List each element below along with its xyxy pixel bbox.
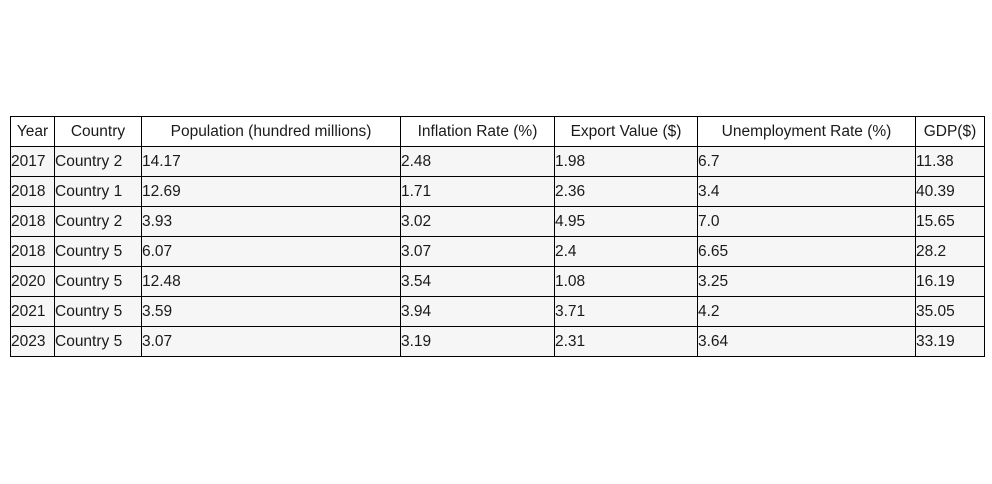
table-cell: 11.38 xyxy=(915,146,985,177)
table-cell: 33.19 xyxy=(915,326,985,357)
table-cell: 35.05 xyxy=(915,296,985,327)
table-cell: 3.07 xyxy=(141,326,401,357)
header-row: Year Country Population (hundred millions)… xyxy=(10,116,985,147)
table-cell: 40.39 xyxy=(915,176,985,207)
table-cell: 2018 xyxy=(10,176,55,207)
column-header: Year xyxy=(10,116,55,147)
table-cell: 4.95 xyxy=(554,206,698,237)
table-cell: 3.07 xyxy=(400,236,555,267)
column-header: Country xyxy=(54,116,142,147)
table-row: 2017 Country 2 14.17 2.48 1.98 6.7 11.38 xyxy=(10,146,985,177)
table-cell: 12.48 xyxy=(141,266,401,297)
table-cell: 2021 xyxy=(10,296,55,327)
table-cell: 3.02 xyxy=(400,206,555,237)
table-cell: 6.07 xyxy=(141,236,401,267)
table-cell: 2023 xyxy=(10,326,55,357)
table-cell: Country 5 xyxy=(54,266,142,297)
table-cell: Country 2 xyxy=(54,206,142,237)
table-cell: 3.4 xyxy=(697,176,916,207)
table-cell: 12.69 xyxy=(141,176,401,207)
table-cell: 1.98 xyxy=(554,146,698,177)
column-header: GDP($) xyxy=(915,116,985,147)
table-cell: 28.2 xyxy=(915,236,985,267)
table-row: 2018 Country 5 6.07 3.07 2.4 6.65 28.2 xyxy=(10,236,985,267)
table-row: 2023 Country 5 3.07 3.19 2.31 3.64 33.19 xyxy=(10,326,985,357)
table-cell: 2020 xyxy=(10,266,55,297)
table-cell: Country 5 xyxy=(54,236,142,267)
table-cell: 3.93 xyxy=(141,206,401,237)
table-cell: 3.54 xyxy=(400,266,555,297)
column-header: Export Value ($) xyxy=(554,116,698,147)
table-cell: 14.17 xyxy=(141,146,401,177)
table-cell: 16.19 xyxy=(915,266,985,297)
table-cell: 2018 xyxy=(10,206,55,237)
table-cell: 2017 xyxy=(10,146,55,177)
table-cell: Country 2 xyxy=(54,146,142,177)
table-cell: 3.25 xyxy=(697,266,916,297)
table-cell: 6.7 xyxy=(697,146,916,177)
table-cell: Country 5 xyxy=(54,296,142,327)
table-body: 2017 Country 2 14.17 2.48 1.98 6.7 11.38 2018 Co… xyxy=(10,146,985,357)
table-cell: 1.08 xyxy=(554,266,698,297)
table-cell: 3.71 xyxy=(554,296,698,327)
table-cell: 2.36 xyxy=(554,176,698,207)
table-cell: 1.71 xyxy=(400,176,555,207)
table-cell: 7.0 xyxy=(697,206,916,237)
table-cell: 4.2 xyxy=(697,296,916,327)
table-cell: 2.4 xyxy=(554,236,698,267)
column-header: Inflation Rate (%) xyxy=(400,116,555,147)
data-table: Year Country Population (hundred millions)… xyxy=(10,116,985,357)
table-cell: Country 5 xyxy=(54,326,142,357)
table-cell: 3.64 xyxy=(697,326,916,357)
table-cell: 3.59 xyxy=(141,296,401,327)
table-cell: 2.48 xyxy=(400,146,555,177)
table-header: Year Country Population (hundred millions)… xyxy=(10,116,985,147)
table-cell: 3.19 xyxy=(400,326,555,357)
column-header: Unemployment Rate (%) xyxy=(697,116,916,147)
table-cell: 2.31 xyxy=(554,326,698,357)
column-header: Population (hundred millions) xyxy=(141,116,401,147)
table-cell: 2018 xyxy=(10,236,55,267)
table-row: 2018 Country 2 3.93 3.02 4.95 7.0 15.65 xyxy=(10,206,985,237)
table-cell: 15.65 xyxy=(915,206,985,237)
table-row: 2021 Country 5 3.59 3.94 3.71 4.2 35.05 xyxy=(10,296,985,327)
table-row: 2018 Country 1 12.69 1.71 2.36 3.4 40.39 xyxy=(10,176,985,207)
table-row: 2020 Country 5 12.48 3.54 1.08 3.25 16.19 xyxy=(10,266,985,297)
table-cell: Country 1 xyxy=(54,176,142,207)
table-cell: 6.65 xyxy=(697,236,916,267)
table-cell: 3.94 xyxy=(400,296,555,327)
